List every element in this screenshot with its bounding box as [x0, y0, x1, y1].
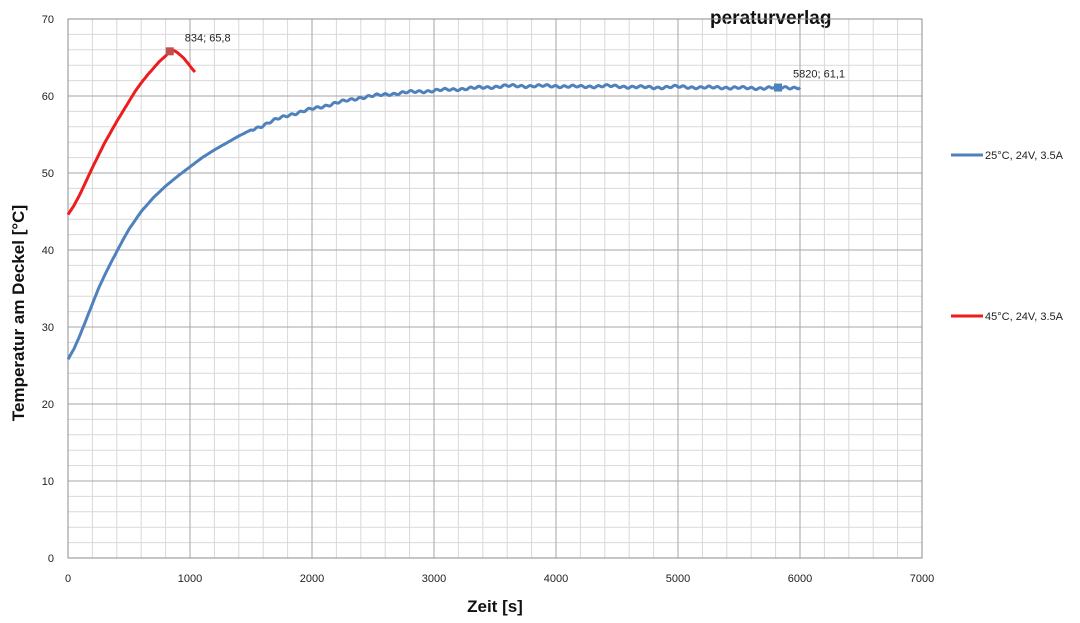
y-axis-ticks: 0 10 20 30 40 50 60 70 [42, 14, 54, 565]
chart-legend: 25°C, 24V, 3.5A 45°C, 24V, 3.5A [951, 150, 1064, 323]
y-tick-label: 70 [42, 14, 54, 26]
y-tick-label: 40 [42, 245, 54, 257]
y-tick-label: 0 [48, 553, 54, 565]
y-tick-label: 10 [42, 476, 54, 488]
x-tick-label: 0 [65, 573, 71, 585]
data-point-marker [774, 83, 783, 92]
series-line [66, 83, 802, 361]
x-tick-label: 4000 [544, 573, 568, 585]
data-point-marker [165, 47, 174, 56]
y-tick-label: 60 [42, 91, 54, 103]
series-line [66, 49, 197, 216]
y-tick-label: 20 [42, 399, 54, 411]
x-tick-label: 2000 [300, 573, 324, 585]
data-label: 5820; 61,1 [793, 69, 845, 81]
minor-gridlines [67, 18, 923, 559]
x-axis-title: Zeit [s] [467, 597, 523, 616]
plot-area-border [67, 18, 923, 559]
x-tick-label: 3000 [422, 573, 446, 585]
x-axis-ticks: 0 1000 2000 3000 4000 5000 6000 7000 [65, 573, 934, 585]
y-tick-label: 30 [42, 322, 54, 334]
y-axis-title: Temperatur am Deckel [°C] [9, 205, 28, 421]
data-label: 834; 65,8 [185, 32, 231, 44]
y-tick-label: 50 [42, 168, 54, 180]
x-tick-label: 6000 [788, 573, 812, 585]
x-tick-label: 1000 [178, 573, 202, 585]
marker-layer: 5820; 61,1 834; 65,8 [165, 32, 845, 92]
x-tick-label: 5000 [666, 573, 690, 585]
legend-label: 45°C, 24V, 3.5A [985, 311, 1064, 323]
legend-label: 25°C, 24V, 3.5A [985, 150, 1064, 162]
major-gridlines [67, 18, 923, 559]
x-tick-label: 7000 [910, 573, 934, 585]
